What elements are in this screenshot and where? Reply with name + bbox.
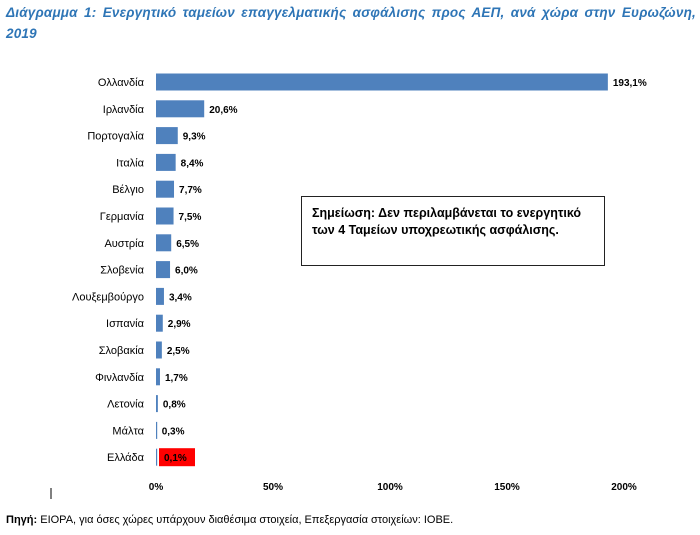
data-label: 1,7% [165,373,188,384]
source-label: Πηγή: [6,514,38,526]
bar [156,368,160,386]
category-label: Ιταλία [116,157,145,169]
x-tick-label: 50% [263,482,283,493]
data-label: 0,8% [163,400,186,411]
bar [156,448,158,466]
category-label: Φινλανδία [95,372,144,384]
data-label: 6,5% [176,239,199,250]
data-label: 2,9% [168,319,191,330]
bar [156,127,178,145]
data-label: 7,5% [179,212,202,223]
source-footer: Πηγή: EIOPA, για όσες χώρες υπάρχουν δια… [6,514,453,526]
x-tick-label: 100% [377,482,403,493]
category-label: Ολλανδία [98,77,145,89]
category-label: Σλοβενία [100,265,144,277]
data-label: 2,5% [167,346,190,357]
bar [156,314,163,332]
x-tick-label: 150% [494,482,520,493]
category-label: Μάλτα [112,425,144,437]
data-label: 9,3% [183,132,206,143]
x-tick-label: 200% [611,482,637,493]
highlight-box [159,448,195,467]
x-tick-label: 0% [149,482,164,493]
category-label: Ισπανία [106,318,145,330]
bar [156,73,608,91]
data-label: 0,1% [164,453,187,464]
bar [156,261,171,279]
source-text: EIOPA, για όσες χώρες υπάρχουν διαθέσιμα… [37,514,454,526]
bar [156,287,164,305]
data-label: 8,4% [181,158,204,169]
category-label: Αυστρία [104,238,144,250]
bar [156,207,174,225]
bar [156,153,176,171]
chart-note: Σημείωση: Δεν περιλαμβάνεται το ενεργητι… [301,196,605,266]
chart-title: Διάγραμμα 1: Ενεργητικό ταμείων επαγγελμ… [6,5,696,41]
category-label: Σλοβακία [99,345,145,357]
bar [156,234,172,252]
data-label: 20,6% [209,105,237,116]
category-label: Γερμανία [100,211,145,223]
data-label: 6,0% [175,266,198,277]
category-labels: Ολλανδία Ιρλανδία Πορτογαλία Ιταλία Βέλγιο Γε… [72,77,145,464]
category-label: Βέλγιο [112,184,144,196]
bar [156,180,175,198]
category-label: Πορτογαλία [87,131,144,143]
data-label: 193,1% [613,78,647,89]
category-label: Λουξεμβούργο [72,291,144,303]
bars [156,73,608,467]
bar-chart: Ολλανδία Ιρλανδία Πορτογαλία Ιταλία Βέλγιο Γε… [50,73,647,499]
bar [156,341,162,359]
bar [156,395,158,413]
value-labels: 193,1% 20,6% 9,3% 8,4% 7,7% 7,5% 6,5% 6,0% 3,4% 2… [162,78,647,464]
bar [156,421,158,439]
bar [156,100,205,118]
data-label: 0,3% [162,426,185,437]
data-label: 3,4% [169,292,192,303]
category-label: Ελλάδα [107,452,145,464]
category-label: Ιρλανδία [103,104,145,116]
category-label: Λετονία [107,399,145,411]
data-label: 7,7% [179,185,202,196]
x-tick-labels: 0% 50% 100% 150% 200% [149,482,637,493]
